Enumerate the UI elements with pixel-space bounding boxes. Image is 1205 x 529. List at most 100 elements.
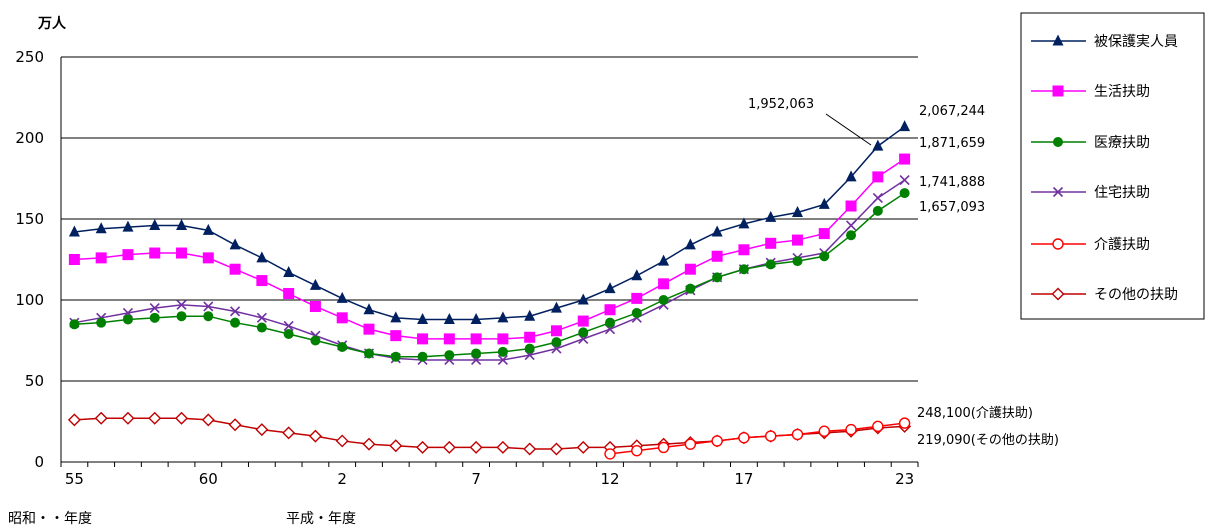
legend-marker (1052, 238, 1064, 250)
annotation-1871659: 1,871,659 (919, 136, 985, 151)
series-line (74, 158, 906, 340)
y-axis-ticks: 0 50 100 150 200 250 (15, 48, 44, 471)
data-point (337, 341, 348, 352)
annotation-1741888: 1,741,888 (919, 175, 985, 190)
marker-stroke (256, 312, 267, 323)
data-point (872, 139, 884, 151)
annotation-kaigo: 248,100(介護扶助) (917, 405, 1033, 421)
annotation-sonota: 219,090(その他の扶助) (917, 433, 1059, 448)
data-point (283, 329, 294, 340)
data-point (203, 301, 214, 312)
data-point (551, 337, 562, 348)
data-point (176, 299, 187, 310)
data-point (765, 237, 777, 249)
data-point (658, 254, 670, 266)
data-point (711, 225, 723, 237)
data-point (203, 311, 214, 322)
data-point (149, 218, 161, 230)
annotation-2067244: 2,067,244 (919, 104, 985, 119)
series-1 (68, 120, 911, 324)
data-point (631, 444, 643, 457)
data-point (899, 120, 911, 132)
data-point (846, 230, 857, 241)
data-point (149, 247, 161, 259)
data-point (122, 220, 134, 232)
legend-marker (1053, 137, 1063, 147)
data-point (176, 218, 188, 230)
data-point (95, 252, 107, 264)
data-point (845, 170, 857, 182)
data-point (657, 441, 670, 454)
data-point (604, 282, 616, 294)
data-point (872, 420, 884, 433)
data-point (738, 264, 749, 275)
era-label-showa: 昭和・・年度 (8, 511, 92, 527)
data-point (578, 327, 589, 338)
data-point (738, 244, 750, 256)
legend-marker (1052, 85, 1064, 97)
data-point (577, 315, 589, 327)
data-point (148, 411, 162, 425)
data-point (791, 206, 803, 218)
data-point (389, 439, 403, 453)
data-point (416, 440, 430, 454)
data-point (471, 348, 482, 359)
series-6 (67, 411, 912, 456)
x-tick-label: 2 (337, 470, 347, 488)
marker-stroke (845, 220, 857, 231)
data-point (738, 217, 750, 229)
data-point (576, 440, 590, 454)
data-point (336, 312, 348, 324)
legend-label: 介護扶助 (1094, 237, 1150, 253)
data-point (684, 238, 696, 250)
legend-label: 医療扶助 (1094, 134, 1150, 151)
data-point (899, 153, 911, 165)
legend-label: 生活扶助 (1094, 84, 1150, 100)
series-4 (69, 175, 910, 366)
legend-label: 被保護実人員 (1094, 34, 1178, 50)
data-point (96, 317, 107, 328)
data-point (872, 171, 884, 183)
data-point (390, 311, 402, 323)
data-point (175, 411, 189, 425)
data-point (872, 192, 883, 204)
data-point (577, 293, 589, 305)
marker-stroke (176, 299, 187, 310)
x-tick-label: 60 (199, 470, 218, 488)
x-axis: 55 60 2 7 12 17 23 (60, 462, 919, 488)
data-point (524, 309, 536, 321)
legend-marker (1052, 186, 1064, 198)
data-point (872, 205, 883, 216)
data-point (470, 333, 482, 345)
data-point (845, 200, 857, 212)
data-point (712, 272, 723, 283)
data-point (121, 411, 135, 425)
y-tick-label: 50 (25, 372, 44, 390)
data-point (68, 225, 80, 237)
legend-marker (1052, 34, 1064, 46)
series-line (609, 422, 905, 455)
legend-label: その他の扶助 (1094, 287, 1178, 303)
data-point (256, 275, 268, 287)
series-group (67, 120, 912, 460)
data-point (229, 238, 241, 250)
data-point (228, 418, 242, 432)
data-point (68, 254, 80, 265)
data-point (469, 440, 483, 454)
data-point (283, 265, 295, 277)
marker-stroke (149, 303, 160, 314)
era-label-heisei: 平成・年度 (286, 511, 356, 527)
data-point (658, 278, 670, 290)
data-point (444, 350, 455, 361)
data-point (791, 234, 803, 246)
data-point (523, 442, 537, 456)
data-point (443, 312, 455, 324)
data-point (711, 250, 723, 262)
y-tick-label: 250 (15, 48, 44, 66)
data-point (550, 325, 562, 337)
data-point (336, 291, 348, 303)
data-point (255, 423, 269, 437)
data-point (443, 333, 455, 345)
x-tick-label: 55 (65, 470, 84, 488)
